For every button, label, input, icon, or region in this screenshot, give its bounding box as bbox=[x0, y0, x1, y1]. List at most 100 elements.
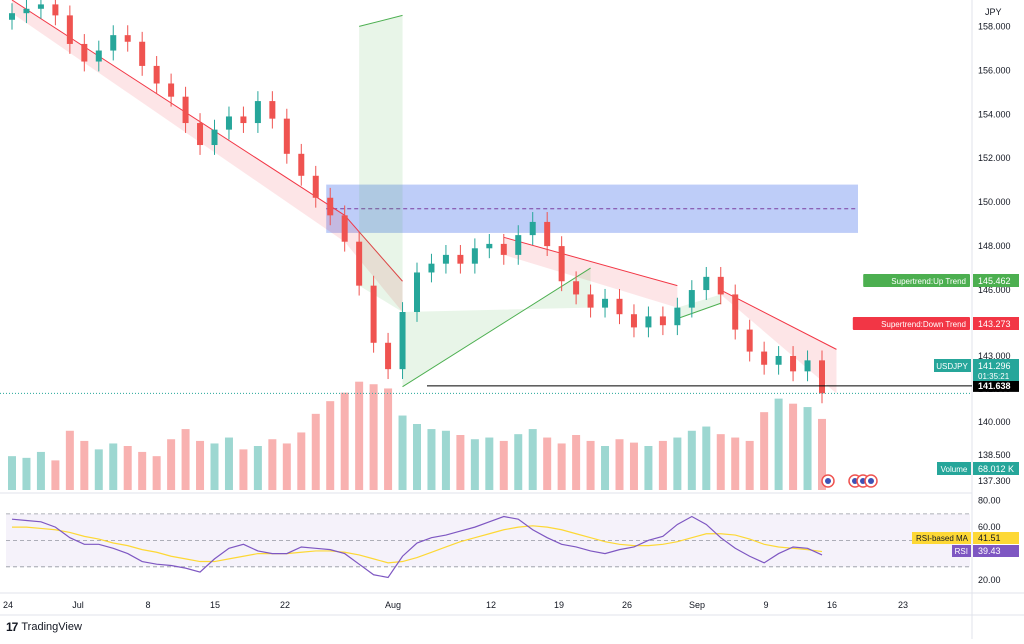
candle-body bbox=[587, 294, 594, 308]
candle-body bbox=[515, 235, 522, 255]
candle-body bbox=[341, 215, 348, 242]
support-value: 141.638 bbox=[978, 381, 1011, 391]
rsi-ma-value-bg bbox=[973, 532, 1019, 544]
volume-bar bbox=[644, 446, 653, 490]
supertrend-up-fill bbox=[677, 294, 721, 319]
price-tick-label: 138.500 bbox=[978, 450, 1011, 460]
volume-bar bbox=[51, 460, 60, 490]
rsi-label: RSI bbox=[955, 547, 968, 556]
rsi-value-bg bbox=[973, 545, 1019, 557]
time-tick-label: 15 bbox=[210, 600, 220, 610]
volume-value-bg bbox=[973, 462, 1019, 475]
volume-bar bbox=[398, 415, 407, 490]
supertrend-up-value: 145.462 bbox=[978, 276, 1011, 286]
volume-bar bbox=[138, 451, 147, 490]
candle-body bbox=[804, 360, 811, 372]
event-flag-icon-center bbox=[825, 478, 831, 484]
candle-body bbox=[153, 65, 160, 84]
volume-bar bbox=[485, 437, 494, 490]
price-tick-label: 143.000 bbox=[978, 351, 1011, 361]
rsi-tick-label: 60.00 bbox=[978, 522, 1001, 532]
candle-body bbox=[385, 342, 392, 370]
volume-bar bbox=[543, 437, 552, 490]
volume-bar bbox=[658, 440, 667, 490]
symbol-tag-bg bbox=[934, 359, 971, 372]
currency-label: JPY bbox=[985, 7, 1002, 17]
supertrend-up-fill bbox=[359, 15, 403, 313]
rsi-tick-label: 20.00 bbox=[978, 575, 1001, 585]
supertrend-down-line bbox=[11, 0, 345, 216]
candle-body bbox=[602, 298, 609, 308]
candle-body bbox=[746, 329, 753, 352]
candle-body bbox=[616, 298, 623, 315]
rsi-line bbox=[11, 515, 823, 579]
volume-bar bbox=[369, 384, 378, 490]
candle-body bbox=[23, 8, 30, 14]
rsi-ma-line bbox=[12, 525, 823, 564]
time-tick-label: 8 bbox=[145, 600, 150, 610]
candle-body bbox=[168, 83, 175, 97]
candle-body bbox=[573, 281, 580, 295]
volume-bar bbox=[427, 429, 436, 490]
candle-body bbox=[124, 35, 131, 42]
volume-bar bbox=[326, 401, 335, 490]
volume-bar bbox=[80, 440, 89, 490]
supertrend-down-line bbox=[503, 236, 678, 287]
time-tick-label: 12 bbox=[486, 600, 496, 610]
candle-body bbox=[37, 4, 44, 9]
time-tick-label: 19 bbox=[554, 600, 564, 610]
time-tick-label: 26 bbox=[622, 600, 632, 610]
supertrend-down-label-bg bbox=[852, 317, 970, 330]
supertrend-down-fill bbox=[12, 0, 345, 242]
candle-body bbox=[775, 355, 782, 365]
support-value-bg bbox=[973, 378, 1019, 392]
price-value-bg bbox=[973, 359, 1019, 381]
candle-body bbox=[139, 41, 146, 66]
volume-bar bbox=[297, 432, 306, 490]
supertrend-down-line bbox=[344, 215, 403, 282]
volume-bar bbox=[224, 437, 233, 490]
candle-body bbox=[211, 129, 218, 146]
volume-bar bbox=[629, 442, 638, 490]
candle-body bbox=[790, 355, 797, 372]
candle-body bbox=[312, 175, 319, 198]
volume-label-bg bbox=[937, 462, 971, 475]
volume-bar bbox=[572, 435, 581, 490]
time-tick-label: 9 bbox=[763, 600, 768, 610]
tradingview-mark-icon: 17 bbox=[6, 620, 18, 634]
candle-body bbox=[356, 241, 363, 286]
volume-bar bbox=[196, 440, 205, 490]
volume-bar bbox=[268, 439, 277, 490]
volume-bar bbox=[123, 446, 132, 490]
candle-body bbox=[645, 316, 652, 328]
volume-bar bbox=[818, 418, 826, 490]
price-tick-label: 158.000 bbox=[978, 21, 1011, 31]
price-tick-label: 146.000 bbox=[978, 285, 1011, 295]
candle-body bbox=[630, 314, 637, 328]
supertrend-up-value-bg bbox=[973, 274, 1019, 287]
candle-body bbox=[110, 35, 117, 51]
rsi-tick-label: 80.00 bbox=[978, 496, 1001, 506]
candle-body bbox=[457, 254, 464, 264]
volume-bar bbox=[109, 443, 118, 490]
volume-bar bbox=[586, 440, 595, 490]
volume-bar bbox=[239, 449, 248, 490]
price-tick-label: 140.000 bbox=[978, 417, 1011, 427]
candle-body bbox=[529, 221, 536, 236]
candle-body bbox=[254, 101, 261, 124]
time-tick-label: 16 bbox=[827, 600, 837, 610]
volume-bar bbox=[774, 398, 783, 490]
volume-bar bbox=[456, 435, 465, 490]
candle-body bbox=[544, 221, 551, 247]
price-tick-label: 137.300 bbox=[978, 476, 1011, 486]
volume-bar bbox=[716, 434, 725, 490]
supertrend-down-value: 143.273 bbox=[978, 319, 1011, 329]
rsi-ma-label: RSI-based MA bbox=[916, 534, 969, 543]
price-tick-label: 156.000 bbox=[978, 65, 1011, 75]
supertrend-down-line bbox=[720, 289, 837, 350]
candle-body bbox=[674, 307, 681, 326]
volume-bar bbox=[673, 437, 682, 490]
countdown: 01:35:21 bbox=[978, 372, 1010, 381]
